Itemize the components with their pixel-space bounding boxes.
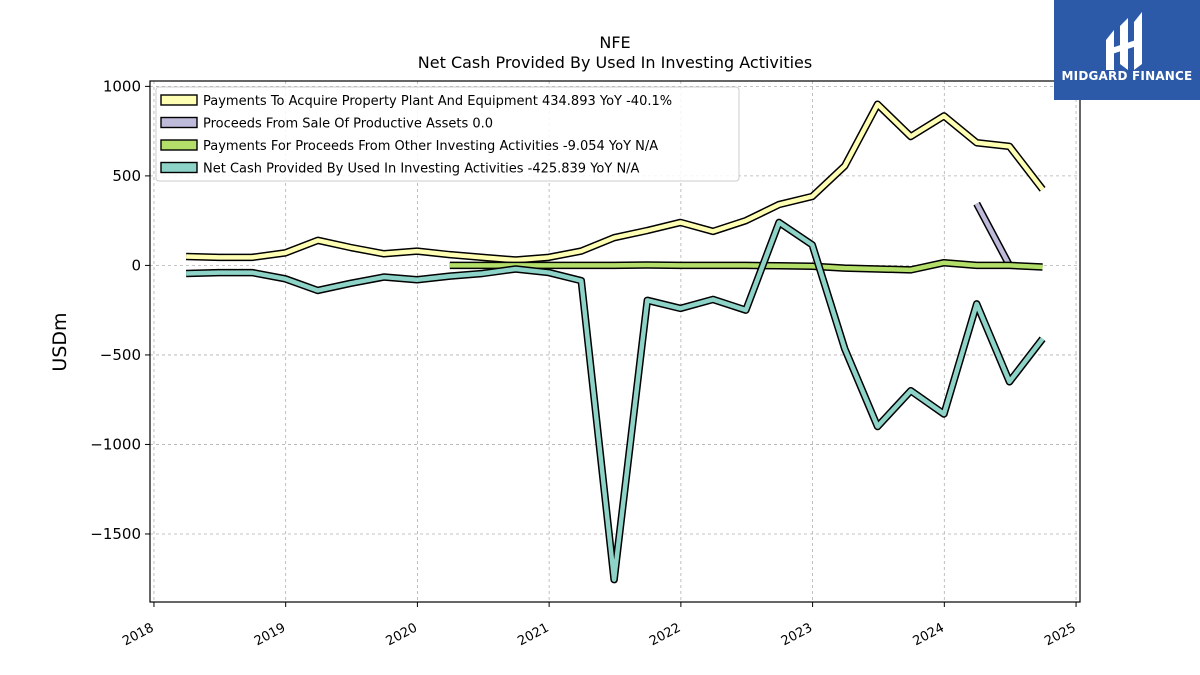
x-tick-label: 2019	[252, 621, 288, 650]
y-tick-label: 1000	[103, 77, 141, 95]
y-axis-label: USDm	[49, 312, 71, 371]
legend-entry: Payments For Proceeds From Other Investi…	[203, 139, 658, 154]
x-tick-label: 2024	[911, 621, 947, 650]
legend-entry: Payments To Acquire Property Plant And E…	[203, 94, 672, 109]
chart-title: NFE	[599, 33, 630, 52]
logo-text: MIDGARD FINANCE	[1061, 69, 1193, 83]
series-3-line	[449, 260, 1043, 273]
series-1-line	[186, 102, 1045, 263]
y-tick-label: −1000	[90, 435, 141, 453]
y-axis: 1000 500 0 −500 −1000 −1500	[90, 77, 150, 543]
y-tick-label: −1500	[90, 525, 141, 543]
legend-swatch	[160, 139, 198, 151]
series-2-line	[974, 202, 1012, 267]
legend-entry: Net Cash Provided By Used In Investing A…	[203, 162, 640, 177]
chart-subtitle: Net Cash Provided By Used In Investing A…	[418, 53, 812, 72]
brand-logo: MIDGARD FINANCE	[1054, 0, 1200, 100]
series-2	[973, 201, 1013, 268]
legend-box	[155, 86, 740, 182]
y-tick-label: 0	[131, 256, 141, 274]
midgard-logo-icon	[1054, 0, 1200, 100]
series-3	[449, 258, 1043, 274]
y-tick-label: −500	[100, 346, 141, 364]
x-tick-label: 2018	[120, 621, 156, 650]
x-tick-label: 2022	[647, 621, 683, 650]
legend-entry: Proceeds From Sale Of Productive Assets …	[203, 117, 493, 132]
legend-swatch	[160, 161, 198, 174]
plot-frame	[149, 80, 1081, 603]
series-4-line	[186, 220, 1045, 582]
x-tick-label: 2020	[384, 621, 420, 650]
x-tick-label: 2021	[515, 621, 551, 650]
legend: Payments To Acquire Property Plant And E…	[155, 86, 740, 182]
legend-swatch	[160, 116, 198, 129]
x-axis: 2018 2019 2020 2021 2022 2023 2024 2025	[120, 602, 1079, 650]
series-4	[185, 218, 1046, 584]
x-tick-label: 2023	[779, 621, 815, 650]
y-tick-label: 500	[112, 167, 141, 185]
series-4-outline	[185, 218, 1046, 584]
x-tick-label: 2025	[1042, 621, 1078, 650]
series-1	[185, 100, 1046, 264]
series-group	[185, 100, 1046, 584]
legend-swatch	[160, 94, 198, 106]
